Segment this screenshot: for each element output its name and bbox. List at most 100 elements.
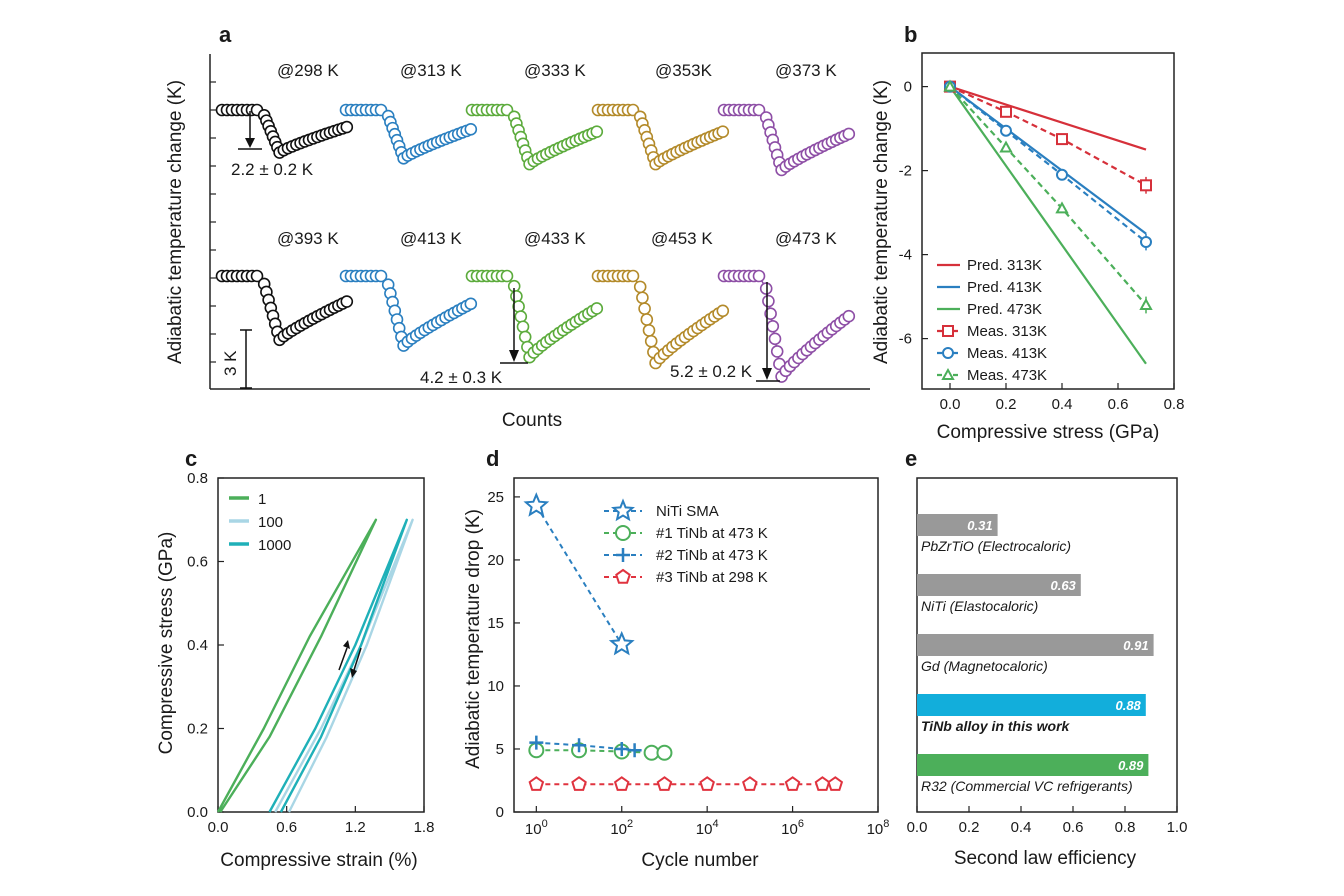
e-bar [917,634,1154,656]
b-legend-label: Meas. 413K [967,345,1047,362]
e-bar [917,694,1146,716]
d-y-tick-label: 10 [487,678,504,695]
e-bar-label: TiNb alloy in this work [921,718,1071,734]
e-x-tick-label: 1.0 [1167,819,1188,836]
c-x-tick-label: 0.0 [208,819,229,836]
panel-a: a Adiabatic temperature change (K) Count… [165,22,870,431]
label-298: @298 K [277,61,339,80]
b-series-line [949,85,1147,243]
d-y-tick-label: 15 [487,615,504,632]
panel-a-curves [215,103,856,383]
e-x-tick-label: 0.2 [959,819,980,836]
b-y-tick-label: -6 [899,331,912,348]
label-433: @433 K [524,229,586,248]
a-data-point [590,302,604,315]
b-legend-marker [942,325,954,337]
panel-d-ticks: 100 102 104 106 108 0 5 10 15 20 25 [487,489,889,838]
e-bar-value: 0.91 [1123,638,1148,653]
a-data-point [636,291,649,305]
d-data-point [613,776,630,791]
a-data-point [518,330,532,344]
c-legend-label: 1000 [258,537,291,554]
d-legend-label: #1 TiNb at 473 K [656,525,768,542]
panel-b-legend: Pred. 313K Pred. 413K Pred. 473K Meas. 313K… [937,257,1047,384]
a-data-point [752,103,766,117]
panel-b-x-label: Compressive stress (GPa) [937,422,1160,443]
panel-b: b 0.0 0.2 0.4 0.6 0.80-2-4-6 Pred. 313KPred.… [871,22,1184,443]
a-data-point [374,269,388,283]
a-data-point [642,324,656,337]
b-x-tick-label: 0.0 [940,396,961,413]
annotation-473: 5.2 ± 0.2 K [670,362,753,381]
a-data-point [626,269,640,283]
d-data-point [528,776,545,791]
d-x-tick-label: 104 [696,818,719,838]
e-bar-value: 0.88 [1115,698,1141,713]
a-data-point [770,345,784,358]
c-x-tick-label: 1.2 [345,819,366,836]
unloading-arrow [353,647,362,671]
panel-b-y-label: Adiabatic temperature change (K) [871,80,892,364]
c-legend-label: 100 [258,514,283,531]
a-data-point [716,125,730,138]
d-legend-label: NiTi SMA [656,503,719,520]
a-data-point [638,302,651,315]
c-y-tick-label: 0.2 [187,721,208,738]
b-data-point [1056,168,1068,181]
panel-b-series [943,79,1153,365]
b-series-line [949,85,1147,235]
e-x-tick-label: 0.4 [1011,819,1032,836]
panel-letter-c: c [185,446,197,471]
label-373: @373 K [775,61,837,80]
b-legend-label: Pred. 473K [967,301,1042,318]
label-333: @333 K [524,61,586,80]
d-data-point [656,776,673,791]
a-data-point [764,307,777,321]
b-legend-label: Meas. 313K [967,323,1047,340]
c-x-tick-label: 0.6 [276,819,297,836]
e-bar-value: 0.63 [1050,578,1076,593]
c-hysteresis-loop [216,518,378,813]
b-data-point [1055,201,1069,214]
a-data-point [464,123,478,136]
b-legend-marker [942,347,954,359]
arrow-473-head [762,368,772,380]
loading-arrow [338,647,348,671]
b-data-point [943,79,957,92]
panel-d-y-label: Adiabatic temperature drop (K) [463,509,484,769]
c-legend-label: 1 [258,491,266,508]
d-legend-marker [611,498,635,522]
b-series-line [949,85,1147,306]
b-x-tick-label: 0.4 [1052,396,1073,413]
c-x-tick-label: 1.8 [414,819,435,836]
d-data-point [614,741,629,756]
d-data-point [827,776,844,791]
d-x-tick-label: 102 [610,818,633,838]
e-bar [917,574,1081,596]
b-x-tick-label: 0.8 [1164,396,1185,413]
d-series-line [535,505,623,645]
panel-e: e 0.0 0.2 0.4 0.6 0.8 1.0 0.31 PbZrTiO (Electr… [905,446,1187,869]
a-data-point [516,320,530,334]
label-393: @393 K [277,229,339,248]
a-data-point [752,269,766,283]
e-bar-value: 0.31 [967,518,992,533]
b-data-point [1000,124,1012,137]
c-y-tick-label: 0.0 [187,804,208,821]
d-legend-label: #3 TiNb at 298 K [656,569,768,586]
d-legend-marker [615,568,631,584]
b-legend-label: Pred. 413K [967,279,1042,296]
panel-letter-e: e [905,446,917,471]
d-y-tick-label: 5 [496,741,504,758]
a-data-point [590,125,604,138]
a-data-point [250,269,264,283]
arrow-433-head [509,350,519,362]
d-y-tick-label: 20 [487,552,504,569]
d-data-point [656,744,673,761]
b-series-line [949,85,1147,187]
d-y-tick-label: 0 [496,804,504,821]
e-bar-value: 0.89 [1118,758,1144,773]
panel-letter-a: a [219,22,232,47]
d-y-tick-label: 25 [487,489,504,506]
